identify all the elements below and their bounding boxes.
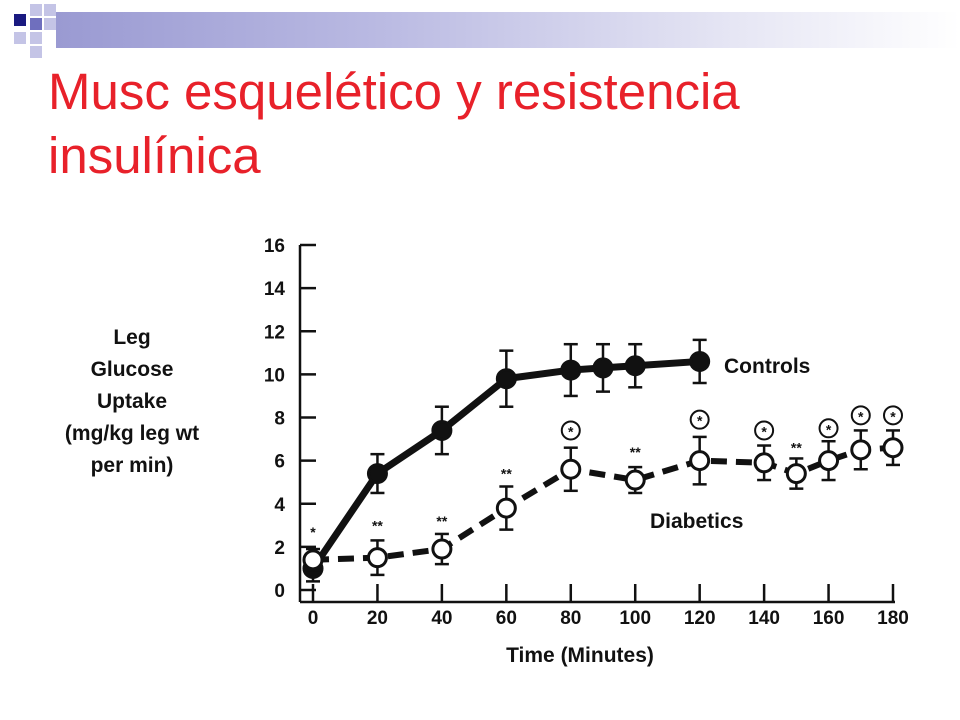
y-axis-label-line: (mg/kg leg wt <box>65 422 199 445</box>
x-tick-label: 140 <box>748 608 780 629</box>
data-point-diabetics <box>624 469 646 491</box>
data-point-controls <box>592 357 614 379</box>
decor-square <box>30 46 42 58</box>
y-tick-label: 4 <box>274 495 285 516</box>
data-point-diabetics <box>495 497 517 519</box>
significance-mark: * <box>761 423 767 439</box>
data-point-diabetics <box>850 439 872 461</box>
significance-mark: ** <box>501 466 512 482</box>
series-label-controls: Controls <box>724 355 810 378</box>
x-tick-label: 0 <box>308 608 319 629</box>
significance-circle <box>818 418 839 439</box>
y-tick-label: 8 <box>274 409 285 430</box>
y-axis-label-line: Glucose <box>91 358 174 381</box>
title-gradient-bar <box>56 12 960 48</box>
significance-mark: ** <box>791 440 802 456</box>
data-point-diabetics <box>689 450 711 472</box>
y-tick-label: 10 <box>264 365 285 386</box>
significance-circle <box>754 420 775 441</box>
x-tick-label: 120 <box>684 608 716 629</box>
significance-mark: * <box>310 524 316 540</box>
significance-mark: ** <box>630 444 641 460</box>
significance-mark: ** <box>372 517 383 533</box>
decor-square <box>30 4 42 16</box>
data-point-diabetics <box>366 547 388 569</box>
significance-circle <box>850 405 871 426</box>
decor-square <box>30 32 42 44</box>
series-label-diabetics: Diabetics <box>650 510 743 533</box>
data-point-controls <box>431 419 453 441</box>
x-tick-label: 160 <box>813 608 845 629</box>
slide-title: Musc esquelético y resistencia insulínic… <box>48 63 740 184</box>
significance-mark: * <box>568 423 574 439</box>
series-line-diabetics <box>312 444 894 563</box>
y-tick-label: 2 <box>274 538 285 559</box>
x-tick-label: 180 <box>877 608 909 629</box>
significance-circle <box>560 420 581 441</box>
data-point-controls <box>560 359 582 381</box>
data-point-diabetics <box>431 538 453 560</box>
significance-circle <box>883 405 903 426</box>
y-axis-label-line: Uptake <box>97 390 167 413</box>
significance-circle <box>689 409 710 430</box>
y-axis-label-line: per min) <box>91 454 174 477</box>
y-tick-label: 12 <box>264 322 285 343</box>
y-tick-label: 16 <box>264 236 285 257</box>
data-point-diabetics <box>785 463 807 485</box>
y-axis-label-line: Leg <box>113 326 150 349</box>
decor-square <box>44 18 56 30</box>
significance-mark: ** <box>436 513 447 529</box>
decor-square <box>14 32 26 44</box>
data-point-controls <box>624 355 646 377</box>
data-point-diabetics <box>302 549 324 571</box>
decor-square <box>14 14 26 26</box>
data-point-controls <box>495 368 517 390</box>
data-point-controls <box>366 463 388 485</box>
data-point-diabetics <box>818 450 840 472</box>
significance-mark: * <box>697 413 703 429</box>
y-tick-label: 14 <box>264 279 286 300</box>
significance-mark: * <box>858 408 864 424</box>
x-tick-label: 100 <box>619 608 651 629</box>
x-tick-label: 20 <box>367 608 388 629</box>
data-point-diabetics <box>882 437 904 459</box>
data-point-diabetics <box>560 458 582 480</box>
data-point-controls <box>689 350 711 372</box>
x-tick-label: 60 <box>496 608 517 629</box>
x-tick-label: 80 <box>560 608 581 629</box>
decor-square <box>30 18 42 30</box>
x-axis-label: Time (Minutes) <box>506 644 654 667</box>
significance-mark: * <box>890 408 896 424</box>
x-tick-label: 40 <box>431 608 452 629</box>
data-point-diabetics <box>753 452 775 474</box>
significance-mark: * <box>826 421 832 437</box>
y-tick-label: 0 <box>274 581 285 602</box>
y-tick-label: 6 <box>274 452 285 473</box>
decor-square <box>44 4 56 16</box>
